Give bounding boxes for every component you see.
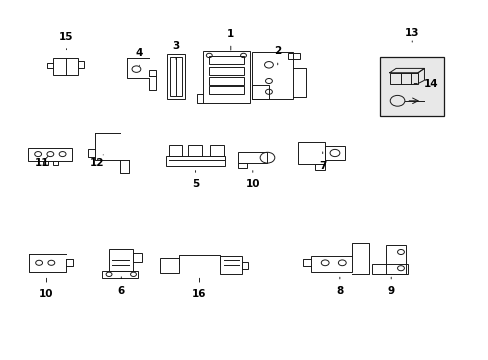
Bar (188, 145, 202, 156)
Bar (209, 56, 243, 64)
Bar (167, 54, 184, 99)
Text: 6: 6 (118, 277, 124, 296)
Bar (166, 156, 224, 166)
Bar (380, 57, 443, 116)
Bar (78, 61, 84, 68)
Bar (160, 258, 179, 273)
Bar (209, 67, 243, 75)
Text: 5: 5 (192, 171, 199, 189)
Bar (168, 145, 182, 156)
Bar (310, 256, 351, 272)
Bar (325, 146, 344, 160)
Text: 2: 2 (274, 46, 281, 65)
Text: 10: 10 (39, 278, 54, 299)
Bar (251, 52, 293, 99)
Bar (389, 73, 417, 84)
Text: 11: 11 (34, 157, 49, 168)
Bar (102, 271, 138, 278)
Bar (109, 249, 132, 271)
Text: 13: 13 (404, 28, 419, 42)
Bar (386, 245, 405, 274)
Text: 15: 15 (59, 32, 74, 50)
Text: 8: 8 (336, 277, 343, 296)
Bar (371, 264, 407, 274)
Bar (251, 85, 268, 99)
Text: 16: 16 (192, 278, 206, 299)
Bar (210, 145, 224, 156)
Bar (209, 77, 243, 85)
Bar (242, 262, 247, 269)
Bar (315, 164, 325, 170)
Bar (53, 58, 78, 75)
Text: 1: 1 (227, 29, 234, 50)
Bar (132, 253, 142, 262)
Bar (209, 86, 243, 94)
Bar (238, 163, 246, 168)
Bar (238, 152, 267, 163)
Bar (148, 70, 156, 76)
Text: 3: 3 (172, 41, 179, 59)
Bar (203, 51, 249, 103)
Bar (28, 148, 72, 161)
Bar (220, 256, 242, 274)
Text: 9: 9 (387, 277, 394, 296)
Text: 14: 14 (413, 78, 438, 89)
Bar (287, 53, 299, 59)
Bar (169, 57, 182, 96)
Bar (53, 161, 58, 165)
Text: 4: 4 (135, 48, 143, 66)
Bar (298, 142, 325, 164)
Text: 7: 7 (318, 152, 326, 171)
Text: 10: 10 (245, 171, 260, 189)
Bar (43, 161, 48, 165)
Text: 12: 12 (89, 155, 104, 168)
